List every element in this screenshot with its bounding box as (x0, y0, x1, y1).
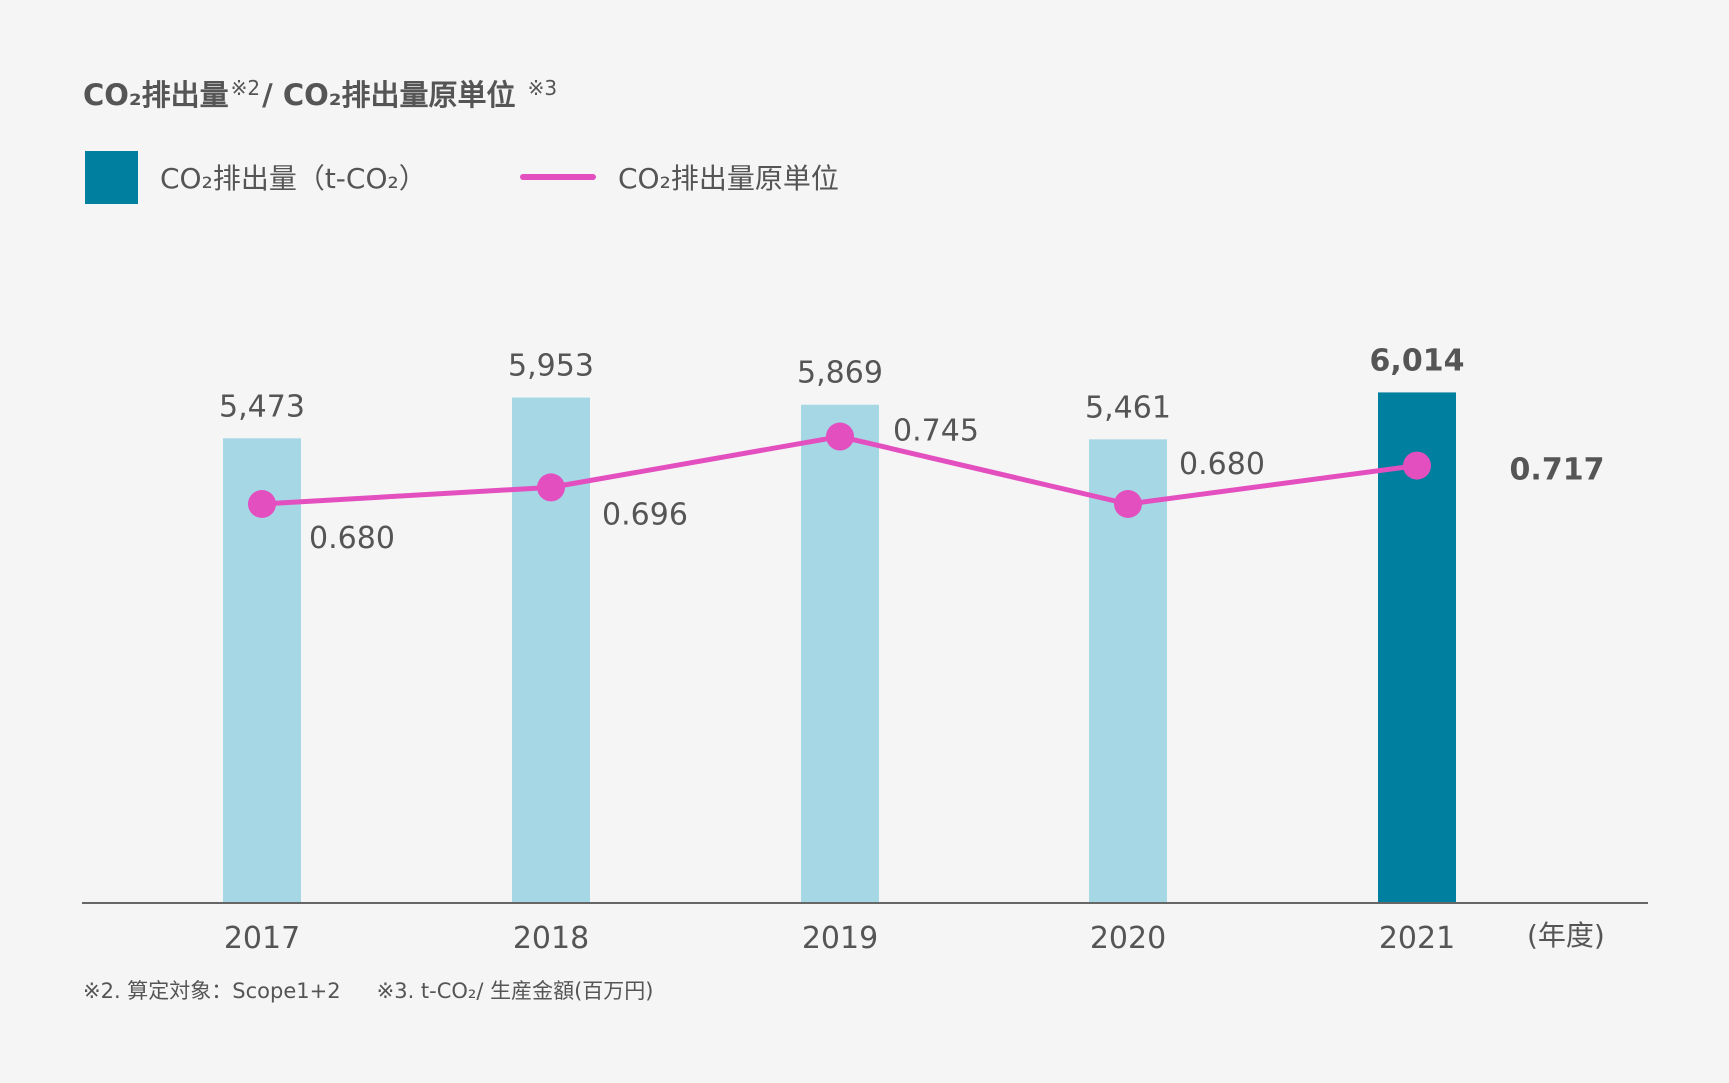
line-point-2019 (826, 422, 854, 451)
line-label-2018: 0.696 (602, 497, 688, 532)
bar-label-2018: 5,953 (508, 349, 594, 384)
line-series (248, 422, 1431, 518)
title-note-2: ※2 (230, 76, 261, 100)
legend-item-intensity: CO₂排出量原単位 (520, 150, 839, 204)
footnotes: ※2. 算定対象：Scope1+2 ※3. t-CO₂/ 生産金額(百万円) (83, 975, 653, 1005)
line-point-2021 (1403, 451, 1431, 480)
legend-bar-label: CO₂排出量（t-CO₂） (160, 162, 427, 195)
bar-label-2017: 5,473 (219, 389, 305, 424)
line-point-2017 (248, 490, 276, 518)
x-tick-2017: 2017 (224, 921, 300, 956)
line-label-2019: 0.745 (893, 414, 979, 449)
line-label-2017: 0.680 (309, 521, 395, 556)
x-axis-unit-label: (年度) (1527, 919, 1605, 952)
chart-title: CO₂排出量 ※2/ CO₂排出量原単位 ※3 (83, 72, 559, 114)
footnote-2: ※2. 算定対象：Scope1+2 (83, 979, 341, 1003)
bar-2019 (801, 404, 879, 903)
footnote-3: ※3. t-CO₂/ 生産金額(百万円) (376, 979, 654, 1003)
title-co2-emissions: CO₂排出量 (83, 78, 229, 112)
line-label-2020: 0.680 (1179, 447, 1265, 482)
legend-item-emissions: CO₂排出量（t-CO₂） (85, 150, 427, 204)
line-point-2020 (1114, 490, 1142, 518)
bar-label-2019: 5,869 (797, 356, 883, 391)
line-point-2018 (537, 473, 565, 502)
title-co2-intensity: / CO₂排出量原単位 (262, 78, 516, 112)
x-tick-2018: 2018 (513, 921, 589, 956)
x-tick-2021: 2021 (1379, 921, 1455, 956)
x-tick-2019: 2019 (802, 921, 878, 956)
x-tick-2020: 2020 (1090, 921, 1166, 956)
line-value-labels: 0.680 0.696 0.745 0.680 0.717 (309, 414, 1604, 556)
bar-series (223, 392, 1456, 903)
legend-bar-swatch (85, 150, 138, 204)
line-label-2021: 0.717 (1510, 453, 1605, 488)
legend-line-swatch (520, 174, 596, 180)
legend-line-label: CO₂排出量原単位 (618, 162, 839, 195)
x-axis-tick-labels: 2017 2018 2019 2020 2021 (224, 921, 1455, 956)
bar-value-labels: 5,473 5,953 5,869 5,461 6,014 (219, 343, 1464, 425)
title-note-3: ※3 (527, 76, 558, 100)
bar-label-2021: 6,014 (1370, 343, 1465, 378)
bar-label-2020: 5,461 (1085, 390, 1171, 425)
